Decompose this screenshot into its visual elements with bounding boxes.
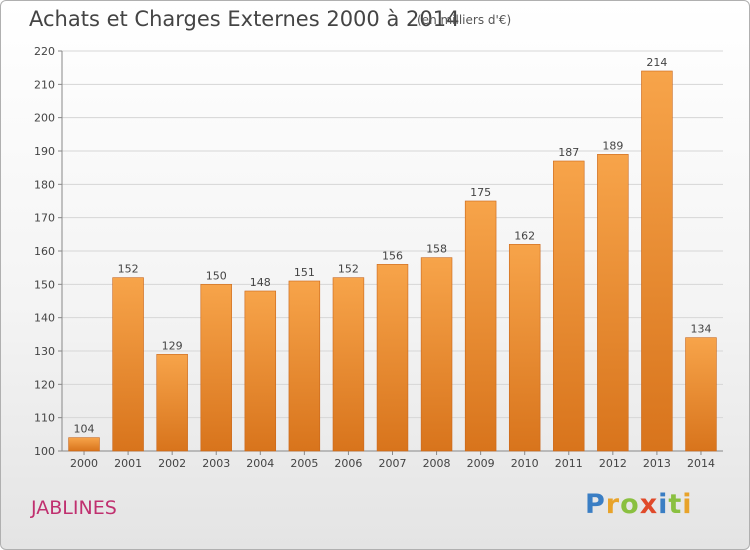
logo-letter: o bbox=[620, 489, 640, 520]
logo-letter: x bbox=[639, 489, 659, 520]
data-label-2011: 187 bbox=[558, 146, 579, 159]
data-label-2013: 214 bbox=[646, 56, 667, 69]
place-name: JABLINES bbox=[31, 497, 117, 519]
data-label-2012: 189 bbox=[602, 139, 623, 152]
data-label-2002: 129 bbox=[162, 339, 183, 352]
x-tick-label: 2010 bbox=[511, 457, 539, 470]
x-tick-label: 2008 bbox=[423, 457, 451, 470]
axes: 100 110 120 130 140 150 160 170 180 190 200 210 220 2… bbox=[34, 45, 723, 470]
bar-2014 bbox=[685, 337, 717, 452]
data-label-2007: 156 bbox=[382, 249, 403, 262]
x-tick-label: 2004 bbox=[246, 457, 274, 470]
x-tick-label: 2003 bbox=[202, 457, 230, 470]
y-tick-label: 210 bbox=[34, 78, 55, 91]
logo-letter: i bbox=[682, 489, 693, 520]
y-tick-label: 100 bbox=[34, 445, 55, 458]
data-label-2005: 151 bbox=[294, 266, 315, 279]
bar-2004 bbox=[244, 290, 277, 452]
bar-2000 bbox=[68, 437, 100, 452]
logo-letter: t bbox=[668, 489, 683, 520]
y-tick-label: 120 bbox=[34, 378, 55, 391]
data-label-2000: 104 bbox=[74, 423, 95, 436]
bars bbox=[68, 70, 717, 452]
bar-2005 bbox=[288, 280, 321, 452]
x-tick-label: 2001 bbox=[114, 457, 142, 470]
bar-2006 bbox=[332, 277, 365, 452]
bar-2002 bbox=[156, 354, 188, 452]
logo-letter: r bbox=[605, 489, 621, 520]
logo-letter: P bbox=[585, 489, 606, 520]
bar-2001 bbox=[112, 277, 144, 452]
y-tick-label: 200 bbox=[34, 112, 55, 125]
data-label-2010: 162 bbox=[514, 229, 535, 242]
x-tick-label: 2012 bbox=[599, 457, 627, 470]
y-tick-label: 150 bbox=[34, 278, 55, 291]
x-tick-label: 2013 bbox=[643, 457, 671, 470]
x-tick-label: 2005 bbox=[290, 457, 318, 470]
y-tick-label: 170 bbox=[34, 212, 55, 225]
bar-2008 bbox=[420, 257, 453, 452]
y-tick-label: 110 bbox=[34, 412, 55, 425]
data-label-2009: 175 bbox=[470, 186, 491, 199]
bar-2009 bbox=[464, 200, 497, 452]
y-tick-label: 130 bbox=[34, 345, 55, 358]
data-label-2001: 152 bbox=[118, 263, 139, 276]
y-tick-label: 180 bbox=[34, 178, 55, 191]
bar-2012 bbox=[597, 154, 629, 452]
chart-subtitle: (en milliers d'€) bbox=[417, 13, 512, 27]
logo-letter: i bbox=[658, 489, 669, 520]
chart-title: Achats et Charges Externes 2000 à 2014 bbox=[29, 7, 460, 31]
x-tick-label: 2000 bbox=[70, 457, 98, 470]
x-tick-label: 2011 bbox=[555, 457, 583, 470]
y-tick-label: 190 bbox=[34, 145, 55, 158]
bar-2010 bbox=[508, 244, 541, 452]
proxiti-logo: Proxiti bbox=[585, 489, 693, 520]
data-label-2003: 150 bbox=[206, 269, 227, 282]
data-label-2008: 158 bbox=[426, 243, 447, 256]
x-tick-label: 2002 bbox=[158, 457, 186, 470]
y-tick-label: 220 bbox=[34, 45, 55, 58]
y-tick-label: 160 bbox=[34, 245, 55, 258]
data-labels: 104 152 129 150 148 151 152 156 158 175 162 187 189 2… bbox=[74, 56, 712, 436]
x-tick-label: 2006 bbox=[334, 457, 362, 470]
data-label-2006: 152 bbox=[338, 263, 359, 276]
x-tick-label: 2014 bbox=[687, 457, 715, 470]
bar-2011 bbox=[553, 160, 585, 452]
x-tick-label: 2007 bbox=[379, 457, 407, 470]
data-label-2004: 148 bbox=[250, 276, 271, 289]
bar-2007 bbox=[376, 264, 409, 452]
x-tick-label: 2009 bbox=[467, 457, 495, 470]
y-tick-label: 140 bbox=[34, 312, 55, 325]
bar-2013 bbox=[641, 70, 673, 452]
bar-2003 bbox=[200, 284, 232, 452]
data-label-2014: 134 bbox=[690, 323, 711, 336]
